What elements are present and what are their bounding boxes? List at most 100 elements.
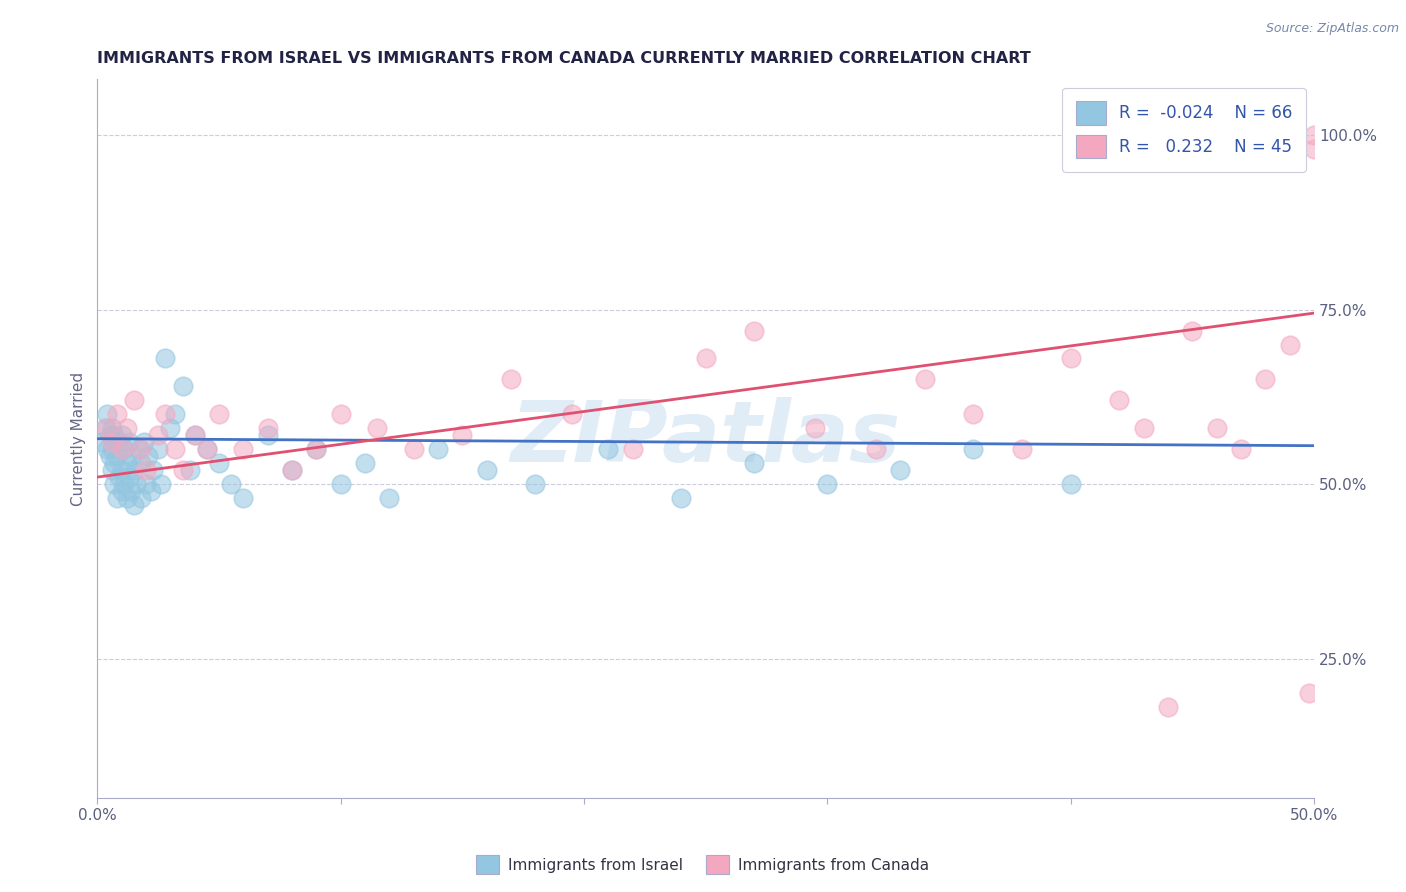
Point (155, 407, 177, 421)
Point (1157, 700, 1180, 714)
Text: IMMIGRANTS FROM ISRAEL VS IMMIGRANTS FROM CANADA CURRENTLY MARRIED CORRELATION C: IMMIGRANTS FROM ISRAEL VS IMMIGRANTS FRO… (97, 51, 1031, 66)
Point (118, 470, 141, 484)
Point (135, 477, 157, 491)
Point (744, 456, 766, 470)
Point (354, 456, 377, 470)
Point (281, 463, 304, 477)
Point (1011, 442, 1033, 457)
Point (865, 442, 887, 457)
Point (366, 421, 388, 435)
Point (165, 407, 187, 421)
Point (914, 372, 936, 386)
Point (172, 463, 194, 477)
Point (115, 421, 138, 435)
Point (256, 421, 278, 435)
Point (208, 407, 231, 421)
Point (112, 477, 135, 491)
Point (96, 407, 118, 421)
Point (1132, 421, 1154, 435)
Point (232, 491, 254, 505)
Point (129, 491, 152, 505)
Point (1254, 372, 1277, 386)
Point (148, 428, 170, 442)
Point (1230, 442, 1253, 457)
Point (149, 477, 172, 491)
Point (120, 483, 142, 498)
Point (172, 379, 194, 393)
Point (112, 442, 135, 457)
Point (98, 449, 121, 463)
Point (305, 442, 328, 457)
Point (101, 421, 124, 435)
Point (111, 442, 134, 457)
Legend: Immigrants from Israel, Immigrants from Canada: Immigrants from Israel, Immigrants from … (470, 849, 936, 880)
Point (122, 498, 145, 512)
Point (183, 428, 205, 442)
Point (138, 449, 160, 463)
Point (183, 428, 205, 442)
Point (111, 463, 134, 477)
Point (165, 442, 187, 457)
Point (93, 421, 115, 435)
Point (1060, 351, 1083, 366)
Point (402, 442, 425, 457)
Point (132, 435, 155, 450)
Point (148, 442, 170, 457)
Point (103, 428, 125, 442)
Point (281, 463, 304, 477)
Point (129, 442, 152, 457)
Point (744, 324, 766, 338)
Point (1303, 142, 1326, 156)
Point (208, 456, 231, 470)
Point (111, 483, 134, 498)
Point (815, 477, 838, 491)
Point (101, 435, 124, 450)
Point (195, 442, 218, 457)
Point (101, 442, 124, 457)
Point (1298, 686, 1320, 700)
Point (695, 351, 717, 366)
Point (1303, 128, 1326, 143)
Point (962, 442, 984, 457)
Point (128, 442, 150, 457)
Point (1181, 324, 1204, 338)
Point (1060, 477, 1083, 491)
Point (195, 442, 218, 457)
Point (118, 435, 141, 450)
Point (378, 491, 401, 505)
Point (1108, 393, 1130, 408)
Point (962, 407, 984, 421)
Point (155, 351, 177, 366)
Point (219, 477, 242, 491)
Point (108, 435, 131, 450)
Point (427, 442, 450, 457)
Text: Source: ZipAtlas.com: Source: ZipAtlas.com (1265, 22, 1399, 36)
Point (105, 407, 128, 421)
Point (329, 407, 352, 421)
Point (105, 491, 128, 505)
Point (108, 470, 131, 484)
Point (1278, 337, 1301, 351)
Point (122, 463, 145, 477)
Point (621, 442, 644, 457)
Point (451, 428, 474, 442)
Point (671, 491, 693, 505)
Point (305, 442, 328, 457)
Point (232, 442, 254, 457)
Point (475, 463, 498, 477)
Point (111, 428, 134, 442)
Point (804, 421, 827, 435)
Point (125, 477, 148, 491)
Point (159, 421, 181, 435)
Y-axis label: Currently Married: Currently Married (72, 372, 86, 506)
Point (98, 428, 121, 442)
Point (120, 449, 142, 463)
Point (105, 449, 128, 463)
Point (1205, 421, 1227, 435)
Point (889, 463, 911, 477)
Point (179, 463, 201, 477)
Point (598, 442, 620, 457)
Point (129, 456, 152, 470)
Point (96, 442, 118, 457)
Point (524, 477, 547, 491)
